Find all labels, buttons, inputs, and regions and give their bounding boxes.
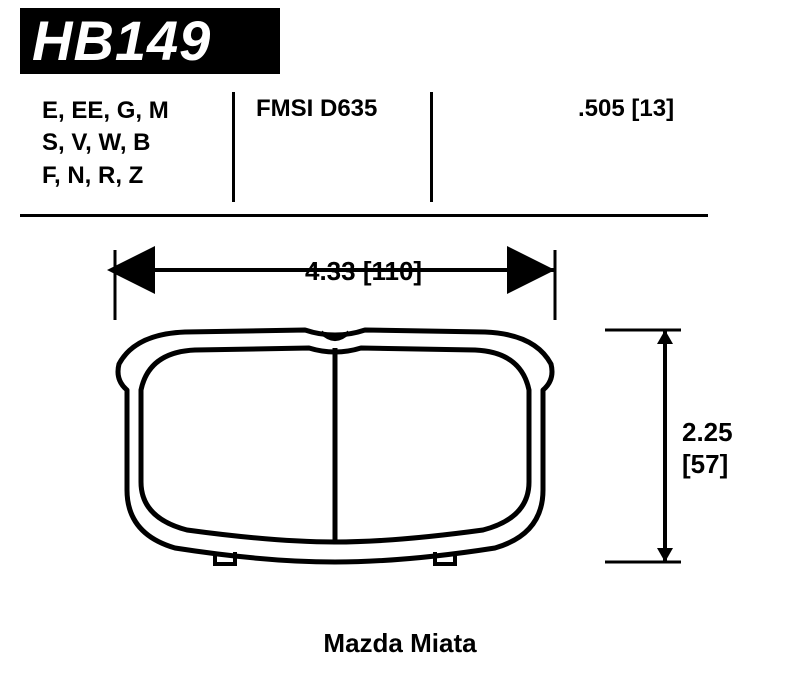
brake-pad-diagram [0,0,800,691]
vehicle-label: Mazda Miata [0,628,800,659]
